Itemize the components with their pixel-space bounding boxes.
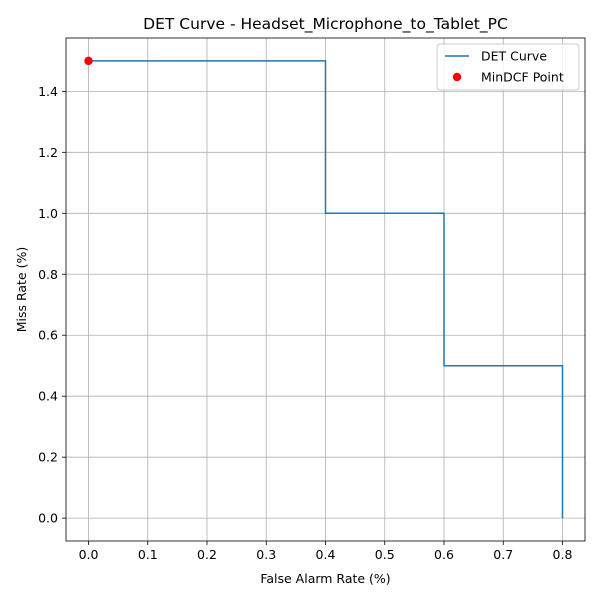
y-tick-label: 0.4	[38, 389, 58, 404]
legend: DET Curve MinDCF Point	[436, 43, 580, 91]
legend-box	[436, 43, 580, 91]
mindcf-point-marker	[84, 56, 93, 66]
legend-label-mindcf-point: MinDCF Point	[481, 70, 564, 85]
x-axis-label: False Alarm Rate (%)	[260, 571, 390, 586]
y-tick-label: 0.8	[38, 267, 58, 282]
x-tick-label: 0.3	[256, 547, 276, 562]
x-tick-label: 0.7	[493, 547, 513, 562]
chart-title: DET Curve - Headset_Microphone_to_Tablet…	[143, 15, 508, 34]
y-tick-label: 0.6	[38, 328, 58, 343]
x-tick-label: 0.2	[197, 547, 217, 562]
x-tick-label: 0.8	[553, 547, 573, 562]
x-tick-label: 0.5	[375, 547, 395, 562]
tick-layer: 0.0 0.1 0.2 0.3 0.4 0.5 0.6 0.7 0.8 0.0 0.2 0.4 0.6 0…	[38, 84, 572, 562]
x-tick-label: 0.0	[79, 547, 99, 562]
y-tick-label: 0.0	[38, 511, 58, 526]
det-curve-line	[88, 60, 564, 519]
y-tick-label: 1.4	[38, 84, 58, 99]
y-tick-label: 0.2	[38, 450, 58, 465]
legend-label-det-curve: DET Curve	[481, 49, 547, 64]
x-tick-label: 0.4	[316, 547, 336, 562]
legend-point-swatch	[452, 72, 462, 82]
y-tick-label: 1.2	[38, 145, 58, 160]
y-tick-label: 1.0	[38, 206, 58, 221]
y-axis-label: Miss Rate (%)	[14, 247, 29, 333]
x-tick-label: 0.1	[138, 547, 158, 562]
x-tick-label: 0.6	[434, 547, 454, 562]
data-layer	[84, 56, 564, 519]
